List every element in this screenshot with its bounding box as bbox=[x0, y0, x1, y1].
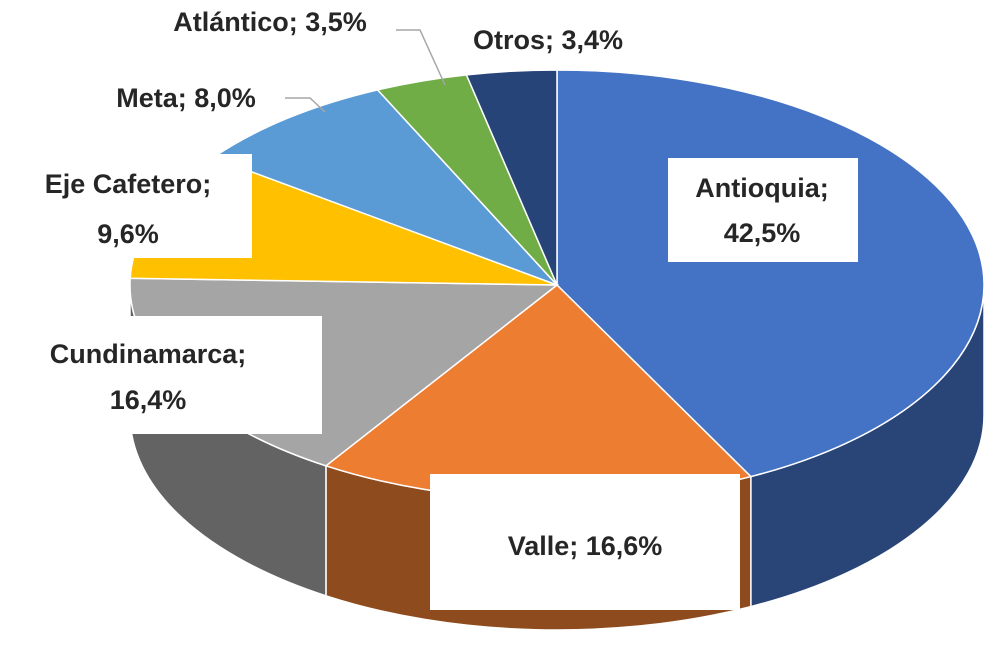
data-label: Otros; 3,4% bbox=[473, 25, 623, 55]
pie-slice bbox=[465, 69, 558, 286]
data-labels: Antioquia; 42,5% Valle; 16,6% Cundinamarca… bbox=[0, 7, 858, 610]
pie-slice bbox=[211, 89, 558, 286]
label-box bbox=[668, 158, 858, 262]
data-label: Eje Cafetero; bbox=[45, 169, 212, 199]
label-separator: ; bbox=[820, 173, 829, 203]
leader-line bbox=[285, 97, 326, 113]
data-label: Valle; 16,6% bbox=[508, 531, 663, 561]
value-label: 9,6% bbox=[97, 219, 159, 249]
category-label: Antioquia bbox=[695, 173, 820, 203]
category-label: Eje Cafetero bbox=[45, 169, 203, 199]
value-label: 42,5% bbox=[724, 218, 801, 248]
value-label: 16,6% bbox=[586, 531, 663, 561]
label-separator: ; bbox=[545, 25, 562, 55]
data-label: Meta; 8,0% bbox=[116, 83, 256, 113]
label-separator: ; bbox=[178, 83, 195, 113]
label-separator: ; bbox=[237, 339, 246, 369]
category-label: Cundinamarca bbox=[50, 339, 239, 369]
label-box bbox=[0, 316, 322, 434]
label-box bbox=[0, 154, 252, 258]
value-label: 8,0% bbox=[194, 83, 256, 113]
label-separator: ; bbox=[289, 7, 306, 37]
category-label: Otros bbox=[473, 25, 545, 55]
category-label: Meta bbox=[116, 83, 178, 113]
data-label: Atlántico; 3,5% bbox=[173, 7, 367, 37]
value-label: 3,5% bbox=[305, 7, 367, 37]
data-label: Antioquia; bbox=[695, 173, 828, 203]
label-separator: ; bbox=[569, 531, 586, 561]
category-label: Atlántico bbox=[173, 7, 289, 37]
value-label: 16,4% bbox=[110, 385, 187, 415]
leader-line bbox=[396, 29, 446, 86]
value-label: 3,4% bbox=[561, 25, 623, 55]
pie-tops bbox=[129, 69, 985, 501]
pie-slice bbox=[556, 69, 985, 478]
data-label: Cundinamarca; bbox=[50, 339, 247, 369]
label-separator: ; bbox=[202, 169, 211, 199]
category-label: Valle bbox=[508, 531, 570, 561]
label-box bbox=[430, 474, 740, 610]
